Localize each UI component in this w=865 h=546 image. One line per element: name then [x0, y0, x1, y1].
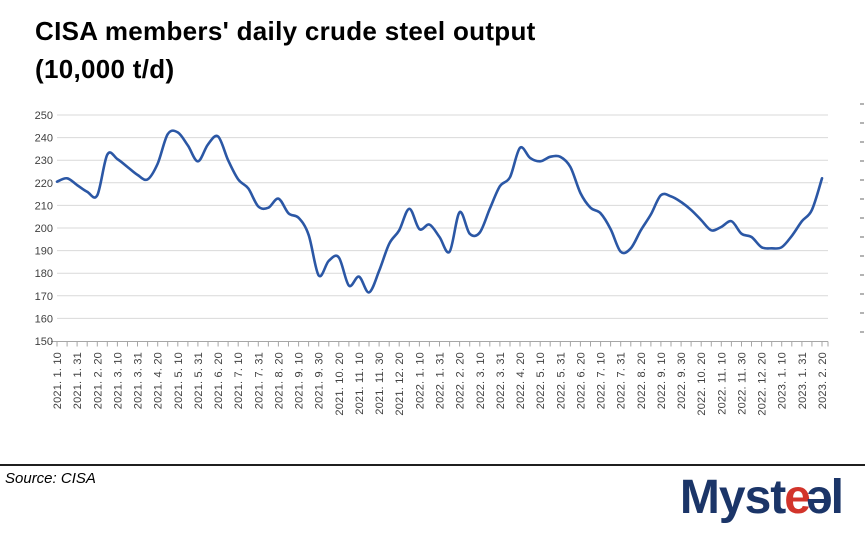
chart-title: CISA members' daily crude steel output (… — [35, 12, 536, 88]
svg-text:2021. 1. 10: 2021. 1. 10 — [52, 352, 64, 409]
svg-text:2021. 6. 20: 2021. 6. 20 — [213, 352, 225, 409]
svg-text:2022. 8. 20: 2022. 8. 20 — [636, 352, 648, 409]
chart-title-line2: (10,000 t/d) — [35, 54, 175, 84]
svg-text:2021. 7. 31: 2021. 7. 31 — [253, 352, 265, 409]
gridlines — [57, 114, 828, 319]
svg-text:250: 250 — [35, 110, 53, 122]
svg-text:170: 170 — [35, 291, 53, 303]
svg-text:240: 240 — [35, 133, 53, 145]
svg-text:2022. 11. 30: 2022. 11. 30 — [737, 352, 749, 415]
svg-text:220: 220 — [35, 178, 53, 190]
svg-text:2023. 1. 31: 2023. 1. 31 — [797, 352, 809, 409]
right-edge-marks — [860, 103, 864, 333]
logo-red-e: e — [784, 471, 811, 524]
svg-text:2021. 1. 31: 2021. 1. 31 — [72, 352, 84, 409]
mysteel-logo: Mysteel — [679, 470, 844, 530]
svg-text:2021. 3. 10: 2021. 3. 10 — [112, 352, 124, 409]
svg-text:190: 190 — [35, 246, 53, 258]
chart-title-line1: CISA members' daily crude steel output — [35, 16, 536, 46]
svg-text:2021. 8. 20: 2021. 8. 20 — [273, 352, 285, 409]
steel-output-line-chart: 150 160 170 180 190 200 210 220 230 240 250 2021. 1… — [35, 103, 864, 416]
x-axis-labels: 2021. 1. 10 2021. 1. 31 2021. 2. 20 2021. 3… — [52, 352, 829, 416]
svg-text:2021. 2. 20: 2021. 2. 20 — [92, 352, 104, 409]
svg-text:2021. 9. 10: 2021. 9. 10 — [294, 352, 306, 409]
x-axis-ticks — [51, 341, 829, 347]
svg-text:2021. 7. 10: 2021. 7. 10 — [233, 352, 245, 409]
svg-text:2022. 1. 10: 2022. 1. 10 — [414, 352, 426, 409]
svg-text:2022. 7. 31: 2022. 7. 31 — [616, 352, 628, 409]
svg-text:2022. 7. 10: 2022. 7. 10 — [596, 352, 608, 409]
svg-text:200: 200 — [35, 223, 53, 235]
svg-text:180: 180 — [35, 268, 53, 280]
svg-text:2021. 5. 10: 2021. 5. 10 — [173, 352, 185, 409]
svg-text:2022. 5. 10: 2022. 5. 10 — [535, 352, 547, 409]
svg-text:2022. 2. 20: 2022. 2. 20 — [455, 352, 467, 409]
logo-text-l: l — [830, 471, 844, 524]
svg-text:2023. 1. 10: 2023. 1. 10 — [777, 352, 789, 409]
svg-text:2022. 3. 10: 2022. 3. 10 — [475, 352, 487, 409]
svg-text:2021. 11. 10: 2021. 11. 10 — [354, 352, 366, 415]
svg-text:2022. 9. 30: 2022. 9. 30 — [676, 352, 688, 409]
svg-text:210: 210 — [35, 200, 53, 212]
svg-text:2022. 9. 10: 2022. 9. 10 — [656, 352, 668, 409]
svg-text:230: 230 — [35, 155, 53, 167]
svg-text:2022. 10. 20: 2022. 10. 20 — [696, 352, 708, 416]
svg-text:2021. 4. 20: 2021. 4. 20 — [153, 352, 165, 409]
svg-text:2022. 4. 20: 2022. 4. 20 — [515, 352, 527, 409]
svg-text:2021. 9. 30: 2021. 9. 30 — [314, 352, 326, 409]
svg-text:2022. 5. 31: 2022. 5. 31 — [555, 352, 567, 409]
svg-text:2021. 12. 20: 2021. 12. 20 — [394, 352, 406, 416]
logo-text-myst: Myst — [679, 471, 786, 524]
svg-text:2023. 2. 20: 2023. 2. 20 — [817, 352, 829, 409]
svg-text:2022. 12. 20: 2022. 12. 20 — [757, 352, 769, 416]
svg-text:160: 160 — [35, 313, 53, 325]
y-axis-labels: 150 160 170 180 190 200 210 220 230 240 250 — [35, 110, 53, 348]
svg-text:2022. 6. 20: 2022. 6. 20 — [575, 352, 587, 409]
footer-divider — [0, 464, 865, 466]
svg-text:2022. 1. 31: 2022. 1. 31 — [435, 352, 447, 409]
source-text: Source: CISA — [5, 470, 96, 487]
svg-text:2021. 5. 31: 2021. 5. 31 — [193, 352, 205, 409]
svg-text:2021. 11. 30: 2021. 11. 30 — [374, 352, 386, 415]
svg-text:2021. 3. 31: 2021. 3. 31 — [133, 352, 145, 409]
svg-text:2022. 11. 10: 2022. 11. 10 — [716, 352, 728, 415]
svg-text:2021. 10. 20: 2021. 10. 20 — [334, 352, 346, 416]
svg-text:2022. 3. 31: 2022. 3. 31 — [495, 352, 507, 409]
data-line — [55, 129, 824, 294]
svg-text:150: 150 — [35, 336, 53, 348]
logo-flipped-e: e — [806, 476, 833, 530]
